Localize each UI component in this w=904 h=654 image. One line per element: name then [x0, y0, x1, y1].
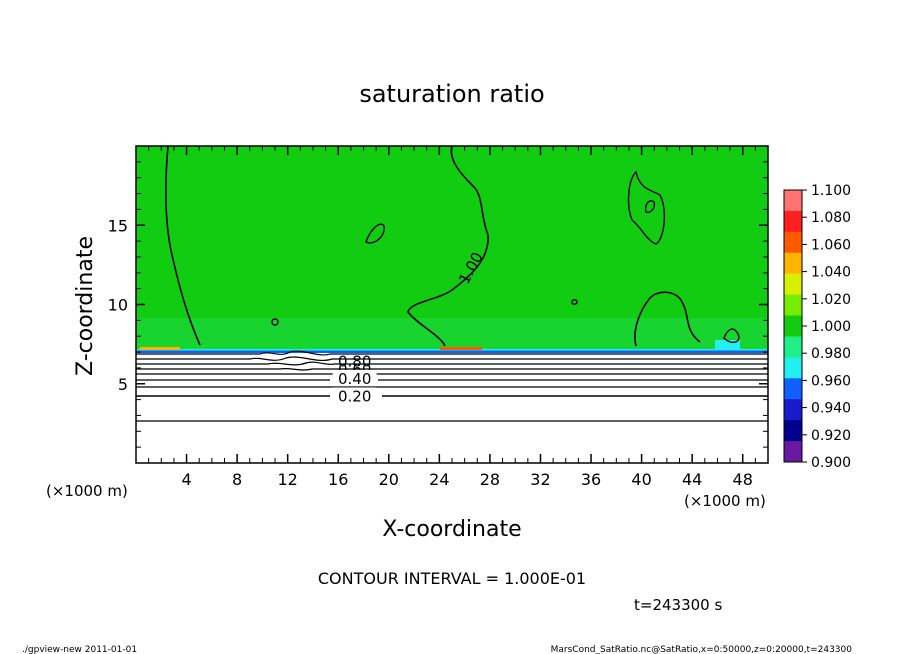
contour-1-00-island-e — [571, 299, 578, 305]
colorbar-label: 0.960 — [811, 373, 851, 389]
colorbar-segment — [784, 273, 802, 296]
contour-label: 0.80 — [338, 353, 371, 371]
x-tick-label-24: 24 — [429, 470, 449, 489]
y-tick-label-5: 5 — [118, 375, 128, 394]
y-tick-label-10: 10 — [108, 296, 128, 315]
contour-label: 0.20 — [338, 387, 371, 405]
transition-ribbon-blue — [136, 350, 768, 353]
colorbar-label: 0.980 — [811, 346, 851, 362]
y-axis-title: Z-coordinate — [73, 236, 98, 376]
x-tick-label-8: 8 — [232, 470, 242, 489]
colorbar-label: 1.100 — [811, 183, 851, 199]
contour-interval-label: CONTOUR INTERVAL = 1.000E-01 — [318, 569, 586, 588]
hot-spot-mid — [440, 347, 482, 350]
x-tick-label-20: 20 — [379, 470, 399, 489]
x-axis-unit-right: (×1000 m) — [684, 492, 766, 510]
colorbar-segment — [784, 336, 802, 358]
colorbar: 1.100 1.080 1.060 1.040 1.020 1.000 0.980 0.960… — [783, 183, 851, 471]
colorbar-segment — [784, 210, 802, 233]
footer-left: ./gpview-new 2011-01-01 — [22, 645, 137, 654]
contour-0-70 — [136, 361, 768, 366]
colorbar-segment — [784, 231, 802, 254]
x-axis: 4 8 12 16 20 24 28 32 36 40 44 48 — [148, 146, 756, 489]
colorbar-label: 0.900 — [811, 455, 851, 471]
contour-1-00-island-d — [271, 318, 279, 326]
x-tick-label-28: 28 — [480, 470, 500, 489]
colorbar-segment — [784, 399, 802, 421]
contour-label-bg — [332, 369, 377, 384]
y-axis: 5 10 15 — [108, 161, 768, 448]
footer-right: MarsCond_SatRatio.nc@SatRatio,x=0:50000,… — [551, 645, 853, 654]
x-tick-label-12: 12 — [278, 470, 298, 489]
time-label: t=243300 s — [634, 596, 722, 614]
colorbar-label: 1.040 — [811, 265, 851, 281]
colorbar-label: 1.020 — [811, 292, 851, 308]
colorbar-segment — [784, 378, 802, 400]
colorbar-label: 0.940 — [811, 401, 851, 417]
colorbar-label: 1.000 — [811, 319, 851, 335]
contour-1-00-center — [407, 145, 489, 347]
field-light-band — [136, 318, 768, 350]
colorbar-segment — [784, 357, 802, 379]
cool-spot-right — [715, 340, 740, 349]
plot-area: 1.000.800.600.400.20 — [135, 145, 769, 464]
x-tick-label-36: 36 — [581, 470, 601, 489]
x-tick-label-32: 32 — [530, 470, 550, 489]
colorbar-label: 1.060 — [811, 237, 851, 253]
field-lower — [136, 352, 768, 463]
x-axis-unit-left: (×1000 m) — [46, 482, 128, 500]
colorbar-segment — [784, 315, 802, 337]
contour-label: 0.40 — [338, 370, 371, 388]
colorbar-segment — [784, 252, 802, 275]
contour-1-00-island-f — [723, 328, 740, 344]
contour-1-00-island-c — [644, 200, 656, 214]
x-tick-label-16: 16 — [328, 470, 348, 489]
contour-1-00-island-a — [365, 223, 385, 244]
y-tick-label-15: 15 — [108, 216, 128, 235]
colorbar-segment — [784, 420, 802, 442]
colorbar-label: 0.920 — [811, 428, 851, 444]
field-upper — [136, 146, 768, 352]
contour-1-00-right — [634, 291, 701, 347]
x-tick-label-4: 4 — [181, 470, 191, 489]
x-tick-label-44: 44 — [682, 470, 702, 489]
contour-0-90 — [136, 350, 768, 356]
x-tick-label-48: 48 — [733, 470, 753, 489]
colorbar-label: 1.080 — [811, 210, 851, 226]
x-axis-title: X-coordinate — [382, 517, 521, 542]
contour-0-80 — [136, 356, 768, 361]
contour-1-00-left — [165, 145, 201, 346]
colorbar-segment — [784, 190, 802, 212]
contour-0-60 — [136, 367, 768, 371]
contour-label-bg — [332, 387, 377, 402]
colorbar-segment — [784, 294, 802, 317]
hot-spot-left — [140, 347, 180, 350]
x-tick-label-40: 40 — [631, 470, 651, 489]
colorbar-segment — [784, 441, 802, 463]
contour-1-00-island-b — [627, 170, 666, 245]
chart-title: saturation ratio — [359, 80, 544, 108]
